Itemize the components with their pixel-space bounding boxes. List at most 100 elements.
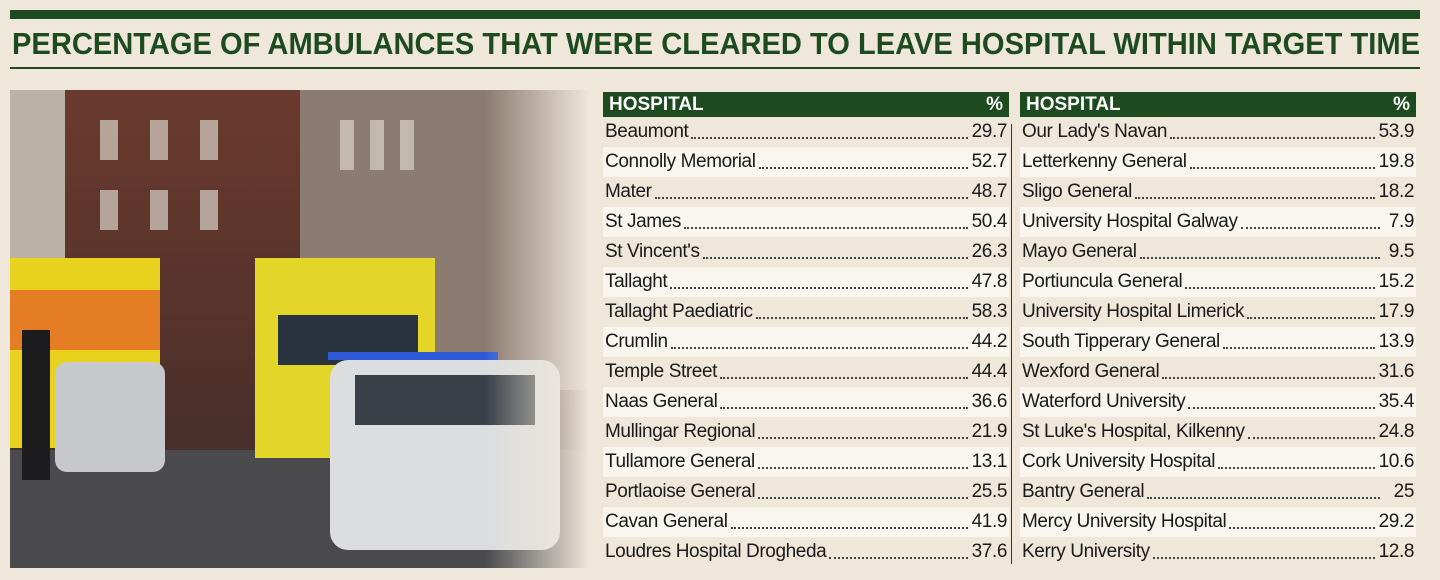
hospital-name: Beaumont — [605, 121, 689, 142]
percentage: 29.2 — [1378, 511, 1415, 532]
photo — [10, 90, 590, 568]
table-row: Mercy University Hospital 29.2 — [1020, 507, 1416, 537]
leader-dots — [684, 215, 968, 229]
table-row: Cavan General 41.9 — [603, 507, 1009, 537]
hospital-name: Waterford University — [1022, 391, 1186, 412]
header-row: HOSPITAL% — [1020, 92, 1416, 117]
table-row: Mater 48.7 — [603, 177, 1009, 207]
table-row: University Hospital Galway 7.9 — [1020, 207, 1416, 237]
bottom-rule — [10, 67, 1420, 69]
percentage: 48.7 — [971, 181, 1008, 202]
leader-dots — [1229, 515, 1375, 529]
table-row: Our Lady's Navan 53.9 — [1020, 117, 1416, 147]
leader-dots — [1188, 395, 1375, 409]
leader-dots — [1189, 155, 1375, 169]
table-row: Naas General 36.6 — [603, 387, 1009, 417]
table-row: Connolly Memorial 52.7 — [603, 147, 1009, 177]
percentage: 44.4 — [971, 361, 1008, 382]
table-row: Letterkenny General 19.8 — [1020, 147, 1416, 177]
percentage: 13.9 — [1378, 331, 1415, 352]
header-cell: HOSPITAL — [1026, 93, 1121, 115]
table-row: Bantry General 25 — [1020, 477, 1416, 507]
percentage: 24.8 — [1378, 421, 1415, 442]
header-cell: HOSPITAL — [609, 93, 704, 115]
percentage: 31.6 — [1378, 361, 1415, 382]
hospital-name: Tallaght Paediatric — [605, 301, 753, 322]
table-row: Temple Street 44.4 — [603, 357, 1009, 387]
hospital-name: Crumlin — [605, 331, 668, 352]
table-row: Cork University Hospital 10.6 — [1020, 447, 1416, 477]
hospital-name: Mullingar Regional — [605, 421, 756, 442]
percentage: 44.2 — [971, 331, 1008, 352]
leader-dots — [654, 185, 968, 199]
table-row: South Tipperary General 13.9 — [1020, 327, 1416, 357]
leader-dots — [720, 395, 968, 409]
hospital-name: Letterkenny General — [1022, 151, 1187, 172]
hospital-name: University Hospital Galway — [1022, 211, 1238, 232]
header-row: HOSPITAL% — [603, 92, 1009, 117]
hospital-name: Wexford General — [1022, 361, 1160, 382]
leader-dots — [1147, 485, 1380, 499]
hospital-name: Cavan General — [605, 511, 728, 532]
title-bar: PERCENTAGE OF AMBULANCES THAT WERE CLEAR… — [10, 10, 1420, 69]
hospital-name: Our Lady's Navan — [1022, 121, 1168, 142]
percentage: 19.8 — [1378, 151, 1415, 172]
leader-dots — [1152, 545, 1375, 559]
leader-dots — [1247, 305, 1375, 319]
title: PERCENTAGE OF AMBULANCES THAT WERE CLEAR… — [12, 26, 1420, 61]
percentage: 13.1 — [971, 451, 1008, 472]
hospital-name: Sligo General — [1022, 181, 1132, 202]
hospital-name: Tullamore General — [605, 451, 755, 472]
table-row: St Luke's Hospital, Kilkenny 24.8 — [1020, 417, 1416, 447]
hospital-name: University Hospital Limerick — [1022, 301, 1245, 322]
percentage: 37.6 — [971, 541, 1008, 562]
percentage: 9.5 — [1388, 241, 1415, 262]
table-row: St James 50.4 — [603, 207, 1009, 237]
hospital-name: Mercy University Hospital — [1022, 511, 1227, 532]
percentage: 53.9 — [1378, 121, 1415, 142]
percentage: 15.2 — [1378, 271, 1415, 292]
percentage: 21.9 — [971, 421, 1008, 442]
hospital-name: St Vincent's — [605, 241, 700, 262]
leader-dots — [758, 425, 968, 439]
table-row: Tallaght Paediatric 58.3 — [603, 297, 1009, 327]
table-row: Mullingar Regional 21.9 — [603, 417, 1009, 447]
leader-dots — [730, 515, 968, 529]
percentage: 10.6 — [1378, 451, 1415, 472]
percentage: 50.4 — [971, 211, 1008, 232]
leader-dots — [829, 545, 968, 559]
leader-dots — [1139, 245, 1380, 259]
table-row: Tullamore General 13.1 — [603, 447, 1009, 477]
hospital-name: Mayo General — [1022, 241, 1137, 262]
hospital-name: St Luke's Hospital, Kilkenny — [1022, 421, 1245, 442]
leader-dots — [670, 275, 968, 289]
percentage: 25 — [1393, 481, 1415, 502]
leader-dots — [757, 455, 968, 469]
leader-dots — [1185, 275, 1375, 289]
leader-dots — [1162, 365, 1375, 379]
leader-dots — [1170, 125, 1375, 139]
table-row: Waterford University 35.4 — [1020, 387, 1416, 417]
hospital-name: Kerry University — [1022, 541, 1150, 562]
hospital-name: Cork University Hospital — [1022, 451, 1216, 472]
leader-dots — [1222, 335, 1375, 349]
hospital-name: Connolly Memorial — [605, 151, 756, 172]
table-row: Crumlin 44.2 — [603, 327, 1009, 357]
table-row: University Hospital Limerick 17.9 — [1020, 297, 1416, 327]
table-row: Sligo General 18.2 — [1020, 177, 1416, 207]
hospital-name: Mater — [605, 181, 652, 202]
leader-dots — [758, 155, 968, 169]
hospital-name: Naas General — [605, 391, 718, 412]
table-row: Portiuncula General 15.2 — [1020, 267, 1416, 297]
leader-dots — [702, 245, 968, 259]
table-row: Kerry University 12.8 — [1020, 537, 1416, 567]
hospital-name: Portiuncula General — [1022, 271, 1183, 292]
percentage: 47.8 — [971, 271, 1008, 292]
hospital-name: Tallaght — [605, 271, 668, 292]
column-divider — [1011, 124, 1012, 564]
header-cell: % — [986, 93, 1003, 115]
hospital-name: Temple Street — [605, 361, 718, 382]
percentage: 25.5 — [971, 481, 1008, 502]
leader-dots — [691, 125, 968, 139]
table-right: HOSPITAL% Our Lady's Navan 53.9 Letterkenny… — [1020, 92, 1416, 567]
